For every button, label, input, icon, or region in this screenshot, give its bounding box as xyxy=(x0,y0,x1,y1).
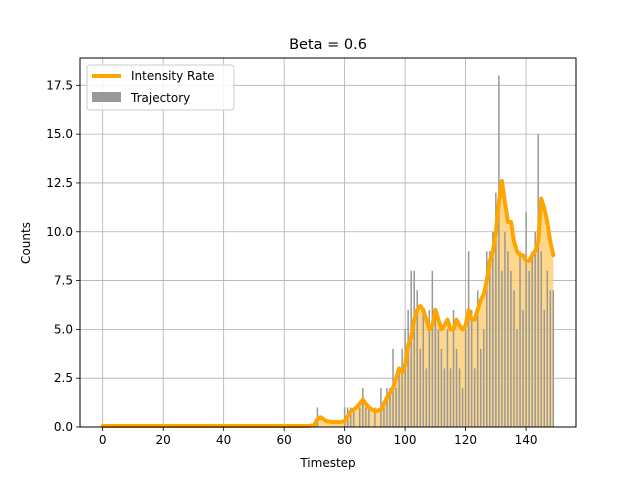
trajectory-bar xyxy=(470,309,473,427)
trajectory-bar xyxy=(540,251,542,427)
trajectory-bar xyxy=(458,368,461,427)
trajectory-bar xyxy=(419,348,421,427)
trajectory-bar xyxy=(513,290,515,427)
y-tick-label: 2.5 xyxy=(54,371,73,385)
intensity-rate-line-group xyxy=(100,179,556,429)
trajectory-bar xyxy=(416,290,418,427)
trajectory-bar xyxy=(431,270,434,427)
y-tick-label: 12.5 xyxy=(46,176,73,190)
trajectory-bar xyxy=(483,329,485,427)
intensity-rate-line xyxy=(100,179,556,429)
x-tick-label: 60 xyxy=(277,433,292,447)
x-tick-label: 80 xyxy=(337,433,352,447)
x-tick-label: 40 xyxy=(216,433,231,447)
y-tick-label: 5.0 xyxy=(54,322,73,336)
trajectory-bar xyxy=(349,407,352,427)
trajectory-bar xyxy=(522,309,524,427)
y-axis-label: Counts xyxy=(19,222,33,264)
trajectory-bar xyxy=(504,231,506,427)
trajectory-bar xyxy=(455,348,458,427)
trajectory-bar xyxy=(440,348,443,427)
trajectory-bar xyxy=(422,309,425,427)
trajectory-bar xyxy=(407,309,409,427)
trajectory-bar xyxy=(428,309,431,427)
trajectory-bar xyxy=(362,387,364,427)
x-tick-label: 140 xyxy=(515,433,538,447)
trajectory-bar xyxy=(434,309,437,427)
trajectory-bar xyxy=(389,387,391,427)
trajectory-bar xyxy=(398,368,400,427)
legend-label-intensity-rate: Intensity Rate xyxy=(131,69,215,83)
trajectory-bar xyxy=(386,387,388,427)
trajectory-bar xyxy=(486,251,488,427)
y-tick-label: 0.0 xyxy=(54,420,73,434)
trajectory-bar xyxy=(549,290,552,427)
trajectory-bar xyxy=(437,329,440,427)
trajectory-bar xyxy=(501,270,503,427)
trajectory-bar xyxy=(495,192,497,427)
trajectory-bar xyxy=(492,231,494,427)
legend-box xyxy=(86,64,235,111)
trajectory-bar xyxy=(546,270,549,427)
trajectory-bar xyxy=(534,231,536,427)
chart-title: Beta = 0.6 xyxy=(289,37,367,53)
trajectory-bar xyxy=(452,309,455,427)
trajectory-bar xyxy=(464,329,467,427)
trajectory-bar xyxy=(461,387,464,427)
y-tick-label: 7.5 xyxy=(54,274,73,288)
trajectory-bar xyxy=(395,387,397,427)
trajectory-bar xyxy=(446,329,449,427)
y-tick-label: 17.5 xyxy=(46,78,73,92)
trajectory-bar xyxy=(519,251,521,427)
legend-label-trajectory: Trajectory xyxy=(130,91,190,105)
trajectory-bar xyxy=(510,270,512,427)
trajectory-bar xyxy=(413,270,415,427)
plot-frame xyxy=(79,57,577,428)
trajectory-bar xyxy=(410,270,412,427)
trajectory-bar xyxy=(425,368,428,427)
x-tick-label: 100 xyxy=(394,433,417,447)
trajectory-bar xyxy=(352,407,355,427)
x-axis-ticks: 0 20 40 60 80 100 120 140 xyxy=(99,427,538,447)
trajectory-bar xyxy=(531,251,533,427)
trajectory-bar xyxy=(343,407,346,427)
trajectory-bar xyxy=(374,407,376,427)
x-tick-label: 0 xyxy=(99,433,107,447)
trajectory-bar xyxy=(498,75,500,428)
trajectory-bar xyxy=(473,368,476,427)
trajectory-bar xyxy=(368,407,370,427)
trajectory-bar xyxy=(449,368,452,427)
trajectory-bar xyxy=(476,290,479,427)
y-axis-ticks: 0.0 2.5 5.0 7.5 10.0 12.5 15.0 17.5 xyxy=(46,78,80,434)
trajectory-bar xyxy=(537,134,539,427)
trajectory-bar xyxy=(489,251,491,427)
trajectory-bar xyxy=(543,309,545,427)
trajectory-bar xyxy=(467,251,470,427)
trajectory-bars xyxy=(316,75,555,428)
legend: Intensity Rate Trajectory xyxy=(86,64,235,111)
trajectory-bar xyxy=(404,329,406,427)
trajectory-bar xyxy=(443,368,446,427)
trajectory-bar xyxy=(383,407,385,427)
trajectory-bar xyxy=(359,407,361,427)
x-axis-label: Timestep xyxy=(299,456,355,470)
trajectory-bar xyxy=(552,290,555,427)
x-tick-label: 120 xyxy=(454,433,477,447)
y-tick-label: 15.0 xyxy=(46,127,73,141)
trajectory-bar xyxy=(525,212,527,427)
y-tick-label: 10.0 xyxy=(46,225,73,239)
trajectory-bar xyxy=(479,348,482,427)
trajectory-bar xyxy=(528,270,530,427)
x-tick-label: 20 xyxy=(156,433,171,447)
legend-swatch-trajectory xyxy=(92,92,121,102)
trajectory-bar xyxy=(401,348,403,427)
trajectory-bar xyxy=(516,329,518,427)
trajectory-bar xyxy=(365,407,367,427)
trajectory-bar xyxy=(507,251,509,427)
